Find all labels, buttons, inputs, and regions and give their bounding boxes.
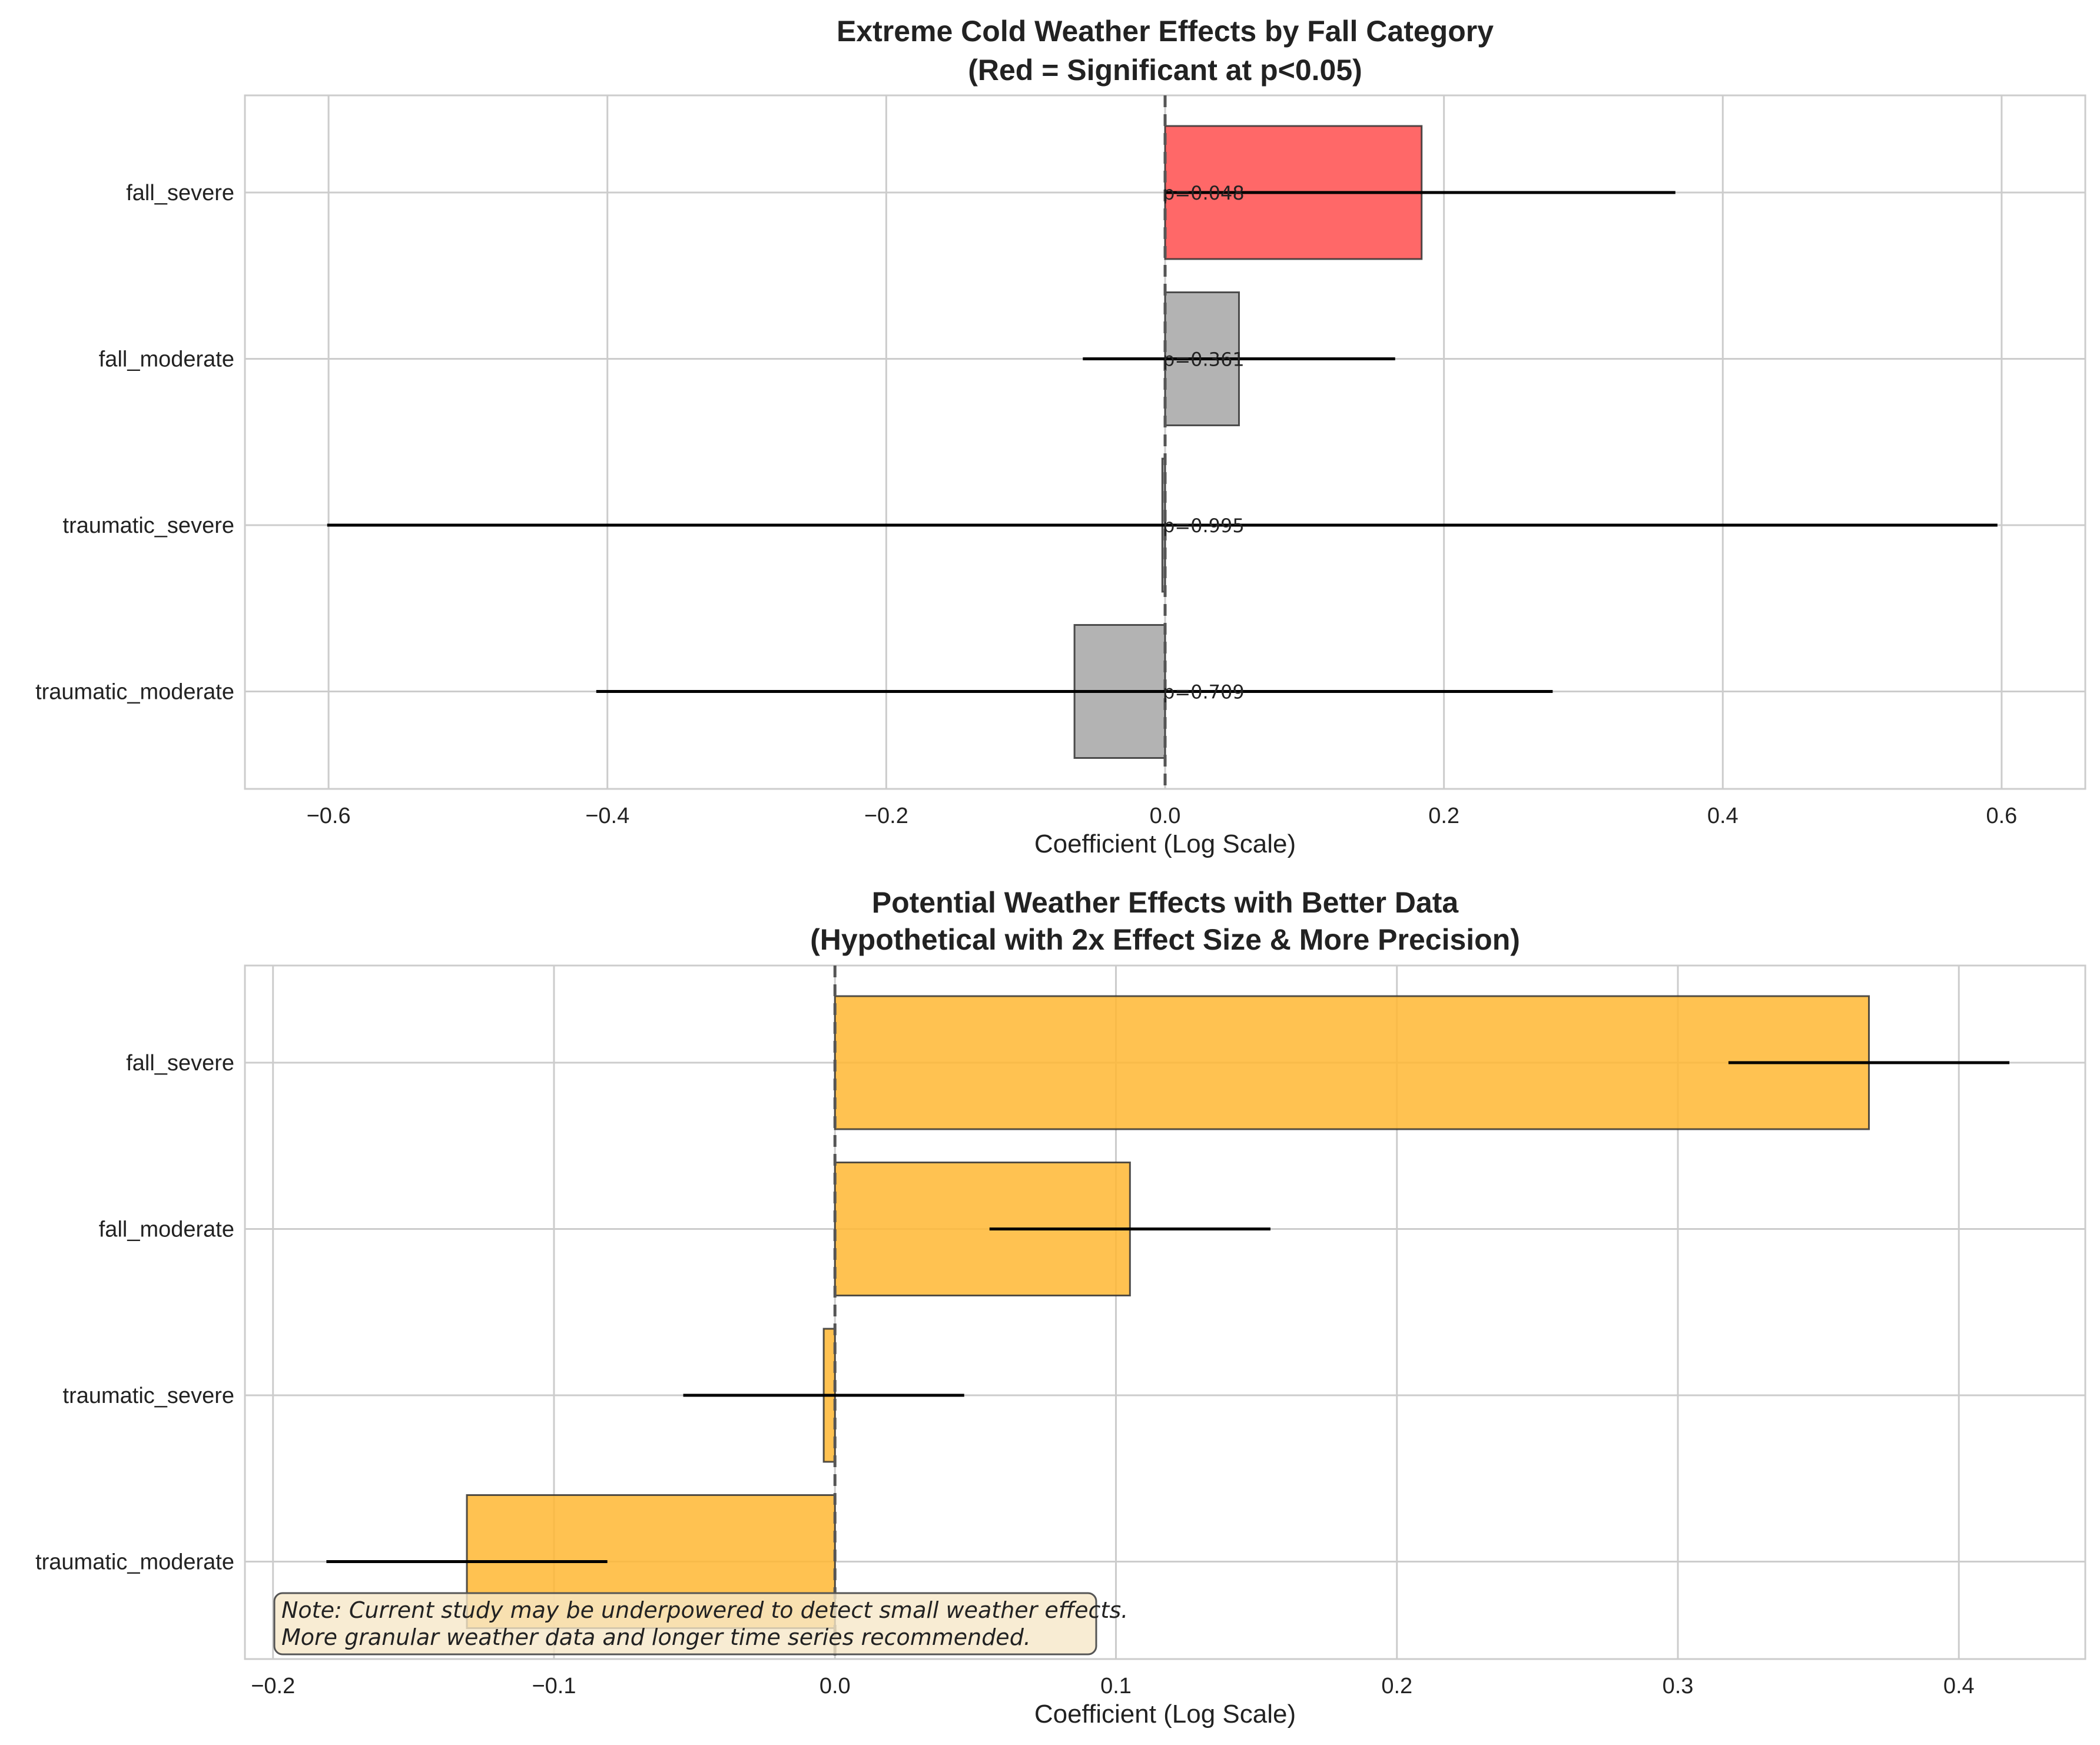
bottom-y-tick-label: fall_moderate <box>99 1217 234 1242</box>
top-tick-labels: −0.6 −0.4 −0.2 0.0 0.2 0.4 0.6 fall_severe fall_… <box>35 181 2017 828</box>
top-x-tick-label: 0.0 <box>1150 804 1181 828</box>
bottom-x-tick-label: −0.1 <box>532 1674 576 1698</box>
top-x-axis-label: Coefficient (Log Scale) <box>1034 830 1296 858</box>
top-chart-subtitle: (Red = Significant at p<0.05) <box>968 54 1362 87</box>
bottom-tick-labels: −0.2 −0.1 0.0 0.1 0.2 0.3 0.4 fall_severe fall_m… <box>35 1051 1975 1698</box>
top-y-tick-label: fall_moderate <box>99 347 234 372</box>
top-error-bars <box>327 95 1998 789</box>
bottom-x-tick-label: 0.1 <box>1100 1674 1132 1698</box>
bottom-y-tick-label: fall_severe <box>126 1051 234 1076</box>
top-p-labels: p=0.048 p=0.361 p=0.995 p=0.709 <box>1163 182 1245 704</box>
note-box: Note: Current study may be underpowered … <box>273 1592 1128 1656</box>
top-y-tick-label: fall_severe <box>126 181 234 205</box>
bottom-chart-panel: Potential Weather Effects with Better Da… <box>35 886 2086 1729</box>
top-y-tick-label: traumatic_moderate <box>35 680 234 705</box>
bottom-x-tick-label: 0.0 <box>820 1674 851 1698</box>
bottom-y-tick-label: traumatic_moderate <box>35 1550 234 1575</box>
bottom-x-axis-label: Coefficient (Log Scale) <box>1034 1700 1296 1729</box>
bottom-x-tick-label: 0.2 <box>1381 1674 1412 1698</box>
top-p-value-label: p=0.995 <box>1163 515 1245 537</box>
top-x-tick-label: −0.6 <box>307 804 351 828</box>
bottom-x-tick-label: 0.3 <box>1663 1674 1694 1698</box>
note-line-2: More granular weather data and longer ti… <box>281 1624 1031 1650</box>
top-x-tick-label: 0.2 <box>1428 804 1459 828</box>
top-y-tick-label: traumatic_severe <box>63 513 234 538</box>
note-background <box>273 1592 1097 1656</box>
top-p-value-label: p=0.361 <box>1163 349 1245 371</box>
top-chart-title: Extreme Cold Weather Effects by Fall Cat… <box>837 15 1494 48</box>
bottom-error-bars <box>326 966 2010 1659</box>
note-line-1: Note: Current study may be underpowered … <box>281 1597 1128 1623</box>
bottom-bar-fall_severe <box>834 995 1870 1130</box>
bottom-bars <box>466 995 1870 1629</box>
bottom-x-tick-label: −0.2 <box>251 1674 295 1698</box>
top-x-tick-label: 0.4 <box>1707 804 1739 828</box>
bottom-chart-title: Potential Weather Effects with Better Da… <box>872 886 1459 919</box>
top-x-tick-label: 0.6 <box>1986 804 2017 828</box>
top-p-value-label: p=0.709 <box>1163 681 1245 704</box>
bottom-chart-subtitle: (Hypothetical with 2x Effect Size & More… <box>810 923 1520 956</box>
top-x-tick-label: −0.4 <box>585 804 629 828</box>
top-x-tick-label: −0.2 <box>864 804 908 828</box>
bottom-x-tick-label: 0.4 <box>1943 1674 1975 1698</box>
top-p-value-label: p=0.048 <box>1163 182 1245 204</box>
top-chart-panel: Extreme Cold Weather Effects by Fall Cat… <box>35 15 2086 858</box>
bottom-y-tick-label: traumatic_severe <box>63 1384 234 1408</box>
